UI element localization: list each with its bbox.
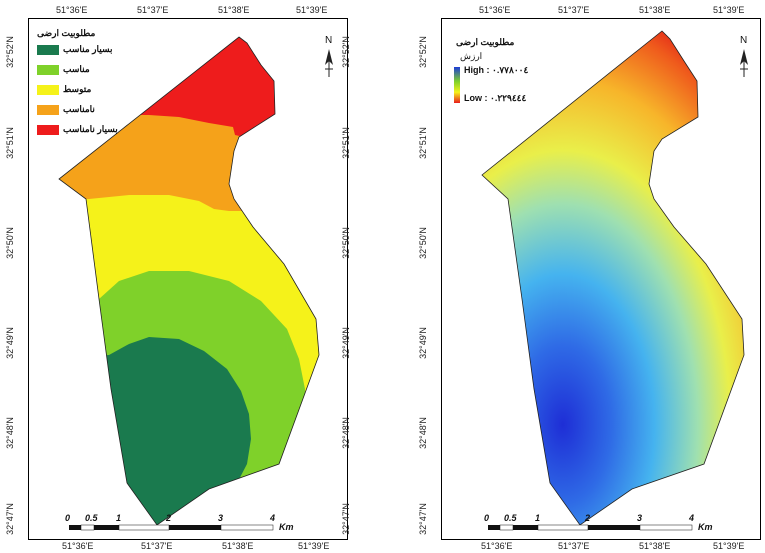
legend-swatch bbox=[37, 85, 59, 95]
lon-tick-top: 51°36'E bbox=[56, 5, 88, 15]
lon-tick-bottom: 51°37'E bbox=[141, 541, 173, 551]
study-area-boundary bbox=[481, 30, 745, 526]
lon-tick-top: 51°38'E bbox=[218, 5, 250, 15]
right-suitability-surface bbox=[454, 30, 748, 531]
scale-tick: 4 bbox=[689, 513, 695, 523]
lon-tick-bottom: 51°39'E bbox=[298, 541, 330, 551]
scale-tick: 1 bbox=[116, 513, 122, 523]
legend-label: مناسب bbox=[63, 64, 90, 74]
lon-tick-top: 51°37'E bbox=[558, 5, 590, 15]
north-label: N bbox=[740, 35, 748, 46]
lon-tick-top: 51°38'E bbox=[639, 5, 671, 15]
lon-tick-top: 51°36'E bbox=[479, 5, 511, 15]
left-map-panel: 51°36'E 51°37'E 51°38'E 51°39'E bbox=[0, 0, 382, 553]
left-map-frame: N مطلوبیت ارضی بسیار مناسب مناسب متوسط ن… bbox=[28, 18, 348, 540]
scale-tick: 1 bbox=[535, 513, 541, 523]
legend-label: متوسط bbox=[63, 84, 92, 94]
scale-tick: 0 bbox=[65, 513, 71, 523]
lat-tick-right: 32°47'N bbox=[340, 503, 351, 535]
scale-tick: 0.5 bbox=[85, 513, 98, 523]
lon-tick-top: 51°39'E bbox=[713, 5, 745, 15]
legend-swatch bbox=[37, 125, 59, 135]
legend-swatch bbox=[37, 65, 59, 75]
scale-tick: 4 bbox=[270, 513, 276, 523]
scale-tick: 3 bbox=[637, 513, 643, 523]
lon-tick-bottom: 51°38'E bbox=[639, 541, 671, 551]
lat-tick-left: 32°47'N bbox=[417, 503, 428, 535]
lat-tick-left: 32°49'N bbox=[4, 327, 15, 359]
legend-color-ramp bbox=[454, 67, 460, 103]
scale-tick: 2 bbox=[166, 513, 172, 523]
legend-title: مطلوبیت ارضی bbox=[37, 28, 96, 38]
lon-tick-bottom: 51°37'E bbox=[558, 541, 590, 551]
lat-tick-left: 32°48'N bbox=[417, 417, 428, 449]
lat-tick-right: 32°52'N bbox=[340, 36, 351, 68]
lat-tick-left: 32°52'N bbox=[417, 36, 428, 68]
lat-tick-left: 32°51'N bbox=[417, 127, 428, 159]
lat-tick-left: 32°49'N bbox=[417, 327, 428, 359]
scale-tick: 0 bbox=[484, 513, 490, 523]
lat-tick-left: 32°48'N bbox=[4, 417, 15, 449]
scale-bar bbox=[488, 524, 693, 531]
right-map-frame: N مطلوبیت ارضی ارزش High : ۰.۷۷۸۰۰٤ Low … bbox=[441, 18, 761, 540]
scale-tick: 3 bbox=[218, 513, 224, 523]
lat-tick-left: 32°47'N bbox=[4, 503, 15, 535]
scale-unit: Km bbox=[279, 522, 294, 532]
scale-tick: 0.5 bbox=[504, 513, 517, 523]
left-suitability-classes bbox=[58, 36, 333, 531]
lat-tick-left: 32°51'N bbox=[4, 127, 15, 159]
lat-tick-right: 32°51'N bbox=[340, 127, 351, 159]
scale-bar bbox=[69, 524, 274, 531]
lat-tick-right: 32°48'N bbox=[340, 417, 351, 449]
legend-high-value: High : ۰.۷۷۸۰۰٤ bbox=[464, 65, 529, 75]
lat-tick-left: 32°50'N bbox=[417, 227, 428, 259]
legend-swatch bbox=[37, 45, 59, 55]
lat-tick-left: 32°50'N bbox=[4, 227, 15, 259]
lon-tick-top: 51°39'E bbox=[296, 5, 328, 15]
legend-subtitle: ارزش bbox=[460, 51, 483, 61]
lon-tick-top: 51°37'E bbox=[137, 5, 169, 15]
north-arrow-icon bbox=[740, 49, 748, 77]
legend-swatch bbox=[37, 105, 59, 115]
scale-unit: Km bbox=[698, 522, 713, 532]
legend-label: بسیار مناسب bbox=[63, 44, 113, 54]
lon-tick-bottom: 51°36'E bbox=[481, 541, 513, 551]
legend-label: بسیار نامناسب bbox=[63, 124, 118, 134]
north-label: N bbox=[325, 35, 333, 46]
zone-very-suitable bbox=[59, 337, 251, 525]
lat-tick-right: 32°50'N bbox=[340, 227, 351, 259]
lat-tick-left: 32°52'N bbox=[4, 36, 15, 68]
lat-tick-right: 32°49'N bbox=[340, 327, 351, 359]
legend-label: نامناسب bbox=[63, 104, 95, 114]
legend-title: مطلوبیت ارضی bbox=[456, 37, 515, 47]
lon-tick-bottom: 51°39'E bbox=[713, 541, 745, 551]
north-arrow-icon bbox=[325, 49, 333, 77]
scale-tick: 2 bbox=[585, 513, 591, 523]
lon-tick-bottom: 51°38'E bbox=[222, 541, 254, 551]
legend-low-value: Low : ۰.۲۲۹٤٤٤ bbox=[464, 93, 527, 103]
right-map-panel: 51°36'E 51°37'E 51°38'E 51°39'E bbox=[383, 0, 765, 553]
lon-tick-bottom: 51°36'E bbox=[62, 541, 94, 551]
study-area-boundary bbox=[58, 36, 320, 526]
